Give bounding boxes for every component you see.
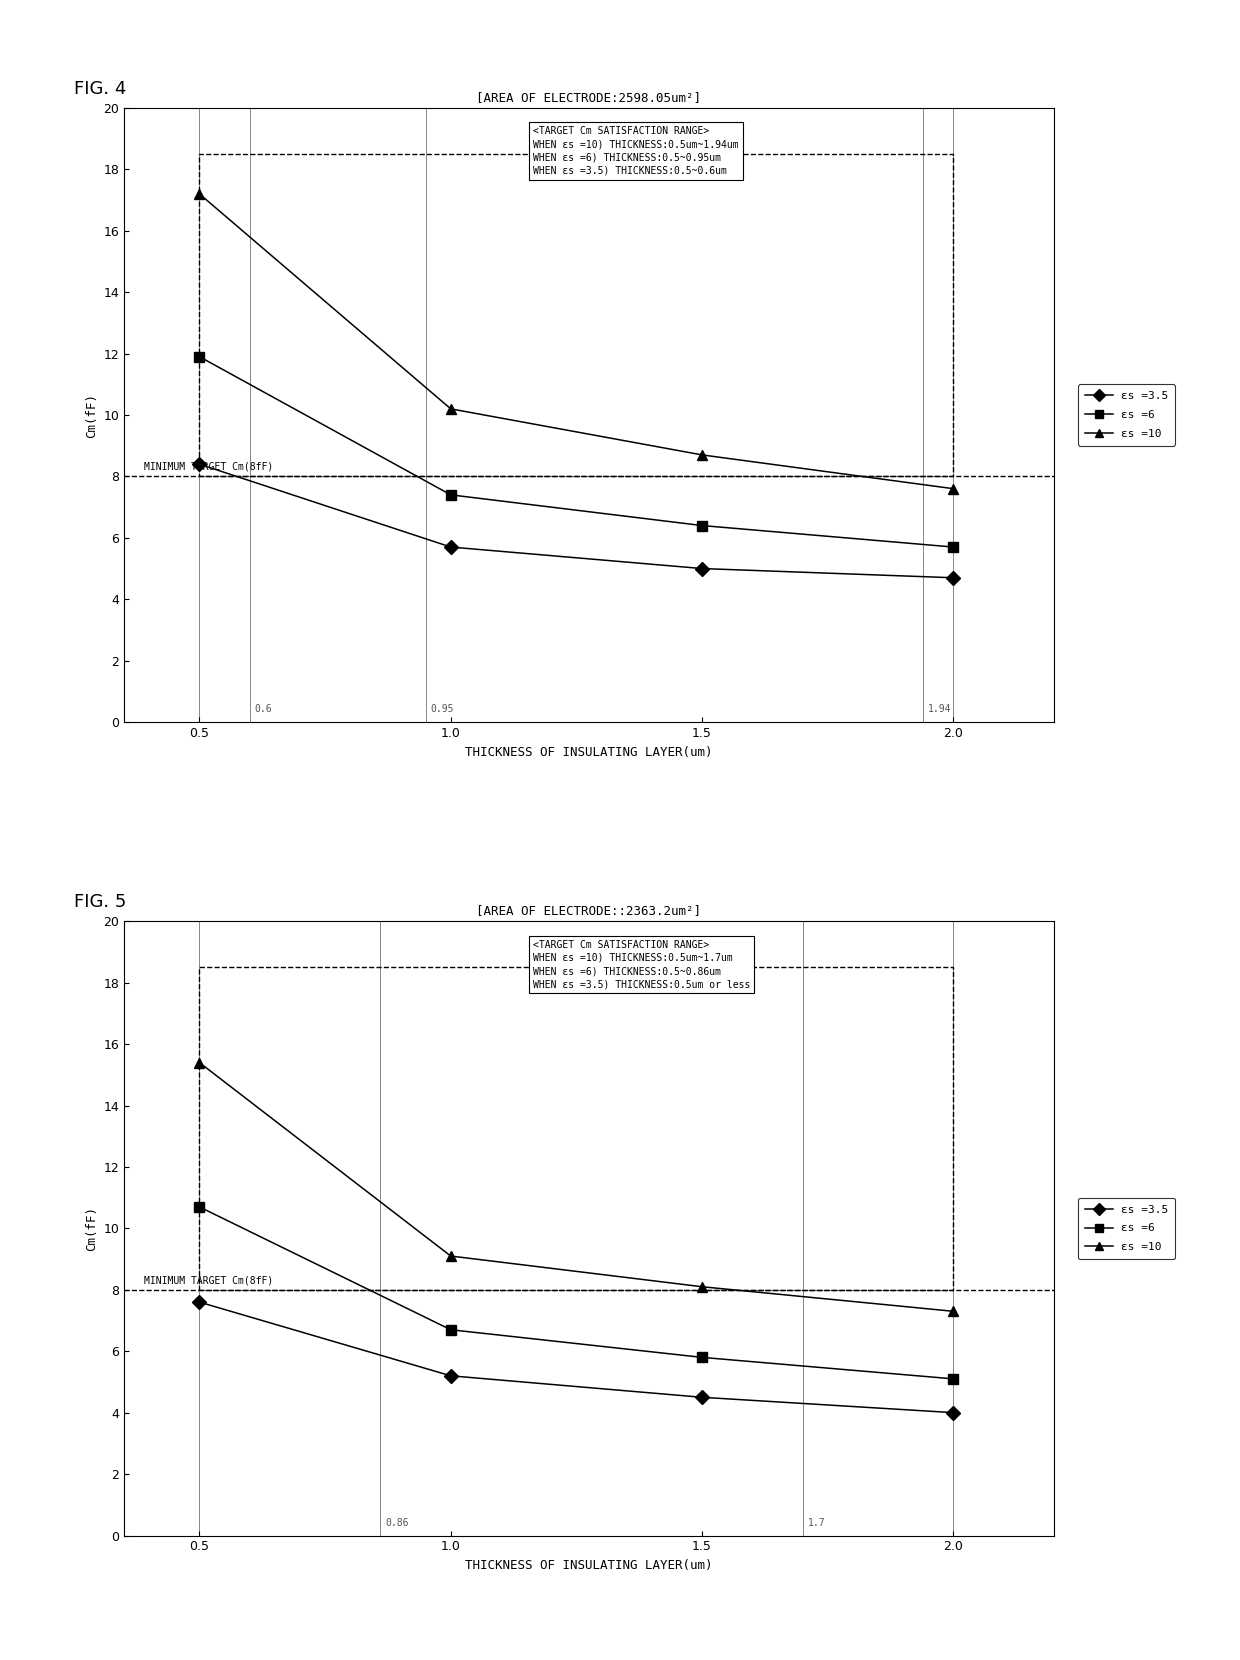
- Text: 0.6: 0.6: [254, 704, 273, 714]
- εs =6: [444, 1320, 459, 1340]
- εs =6: [192, 347, 207, 367]
- Line: εs =10: εs =10: [195, 189, 959, 493]
- X-axis label: THICKNESS OF INSULATING LAYER(um): THICKNESS OF INSULATING LAYER(um): [465, 745, 713, 759]
- Bar: [200, 154, 954, 476]
- εs =6: [694, 1348, 709, 1368]
- Line: εs =3.5: εs =3.5: [195, 460, 959, 583]
- εs =6: [444, 485, 459, 505]
- εs =3.5: [946, 568, 961, 588]
- εs =6: [946, 538, 961, 558]
- Text: 1.7: 1.7: [807, 1517, 826, 1527]
- εs =3.5: [192, 455, 207, 475]
- εs =3.5: [192, 1291, 207, 1311]
- εs =10: [192, 184, 207, 204]
- Text: FIG. 5: FIG. 5: [74, 893, 126, 911]
- Line: εs =10: εs =10: [195, 1057, 959, 1316]
- εs =3.5: [444, 1366, 459, 1386]
- εs =6: [694, 516, 709, 536]
- Text: MINIMUM TARGET Cm(8fF): MINIMUM TARGET Cm(8fF): [144, 461, 273, 471]
- Text: <TARGET Cm SATISFACTION RANGE>
WHEN εs =10) THICKNESS:0.5um~1.94um
WHEN εs =6) T: <TARGET Cm SATISFACTION RANGE> WHEN εs =…: [533, 126, 739, 176]
- Y-axis label: Cm(fF): Cm(fF): [84, 392, 98, 438]
- εs =3.5: [444, 538, 459, 558]
- Line: εs =6: εs =6: [195, 1202, 959, 1384]
- Text: 0.95: 0.95: [430, 704, 454, 714]
- εs =6: [946, 1370, 961, 1389]
- Text: 1.94: 1.94: [929, 704, 952, 714]
- Text: MINIMUM TARGET Cm(8fF): MINIMUM TARGET Cm(8fF): [144, 1275, 273, 1285]
- εs =3.5: [694, 1388, 709, 1408]
- εs =6: [192, 1197, 207, 1217]
- Text: 0.86: 0.86: [386, 1517, 409, 1527]
- εs =10: [946, 1301, 961, 1321]
- Title: [AREA OF ELECTRODE::2363.2um²]: [AREA OF ELECTRODE::2363.2um²]: [476, 905, 702, 918]
- εs =3.5: [946, 1403, 961, 1423]
- Text: FIG. 4: FIG. 4: [74, 80, 126, 98]
- Text: <TARGET Cm SATISFACTION RANGE>
WHEN εs =10) THICKNESS:0.5um~1.7um
WHEN εs =6) TH: <TARGET Cm SATISFACTION RANGE> WHEN εs =…: [533, 940, 750, 989]
- εs =10: [694, 1277, 709, 1296]
- εs =3.5: [694, 558, 709, 579]
- εs =10: [694, 445, 709, 465]
- εs =10: [192, 1052, 207, 1072]
- Y-axis label: Cm(fF): Cm(fF): [84, 1205, 98, 1252]
- εs =10: [444, 1247, 459, 1267]
- Bar: [200, 968, 954, 1290]
- Line: εs =3.5: εs =3.5: [195, 1296, 959, 1418]
- Legend: εs =3.5, εs =6, εs =10: εs =3.5, εs =6, εs =10: [1078, 385, 1176, 445]
- Title: [AREA OF ELECTRODE:2598.05um²]: [AREA OF ELECTRODE:2598.05um²]: [476, 91, 702, 105]
- X-axis label: THICKNESS OF INSULATING LAYER(um): THICKNESS OF INSULATING LAYER(um): [465, 1559, 713, 1572]
- Line: εs =6: εs =6: [195, 352, 959, 551]
- εs =10: [946, 478, 961, 498]
- Legend: εs =3.5, εs =6, εs =10: εs =3.5, εs =6, εs =10: [1078, 1199, 1176, 1258]
- εs =10: [444, 398, 459, 418]
